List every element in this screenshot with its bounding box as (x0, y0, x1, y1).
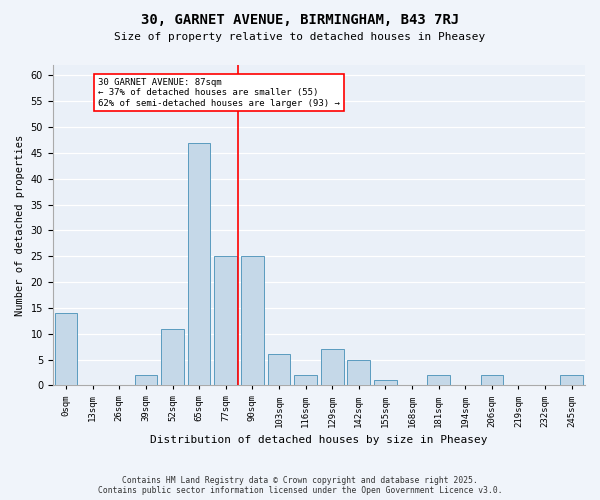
Y-axis label: Number of detached properties: Number of detached properties (15, 134, 25, 316)
Bar (294, 375, 317, 386)
Bar (427, 375, 450, 386)
Bar (241, 256, 263, 386)
Text: Size of property relative to detached houses in Pheasey: Size of property relative to detached ho… (115, 32, 485, 42)
Text: 30, GARNET AVENUE, BIRMINGHAM, B43 7RJ: 30, GARNET AVENUE, BIRMINGHAM, B43 7RJ (141, 12, 459, 26)
Bar (134, 375, 157, 386)
Bar (214, 256, 237, 386)
Bar (347, 360, 370, 386)
Text: Contains HM Land Registry data © Crown copyright and database right 2025.
Contai: Contains HM Land Registry data © Crown c… (98, 476, 502, 495)
Bar (374, 380, 397, 386)
Bar (188, 142, 211, 386)
Bar (268, 354, 290, 386)
Bar (481, 375, 503, 386)
X-axis label: Distribution of detached houses by size in Pheasey: Distribution of detached houses by size … (150, 435, 488, 445)
Bar (560, 375, 583, 386)
Bar (55, 313, 77, 386)
Text: 30 GARNET AVENUE: 87sqm
← 37% of detached houses are smaller (55)
62% of semi-de: 30 GARNET AVENUE: 87sqm ← 37% of detache… (98, 78, 340, 108)
Bar (321, 349, 344, 386)
Bar (161, 328, 184, 386)
